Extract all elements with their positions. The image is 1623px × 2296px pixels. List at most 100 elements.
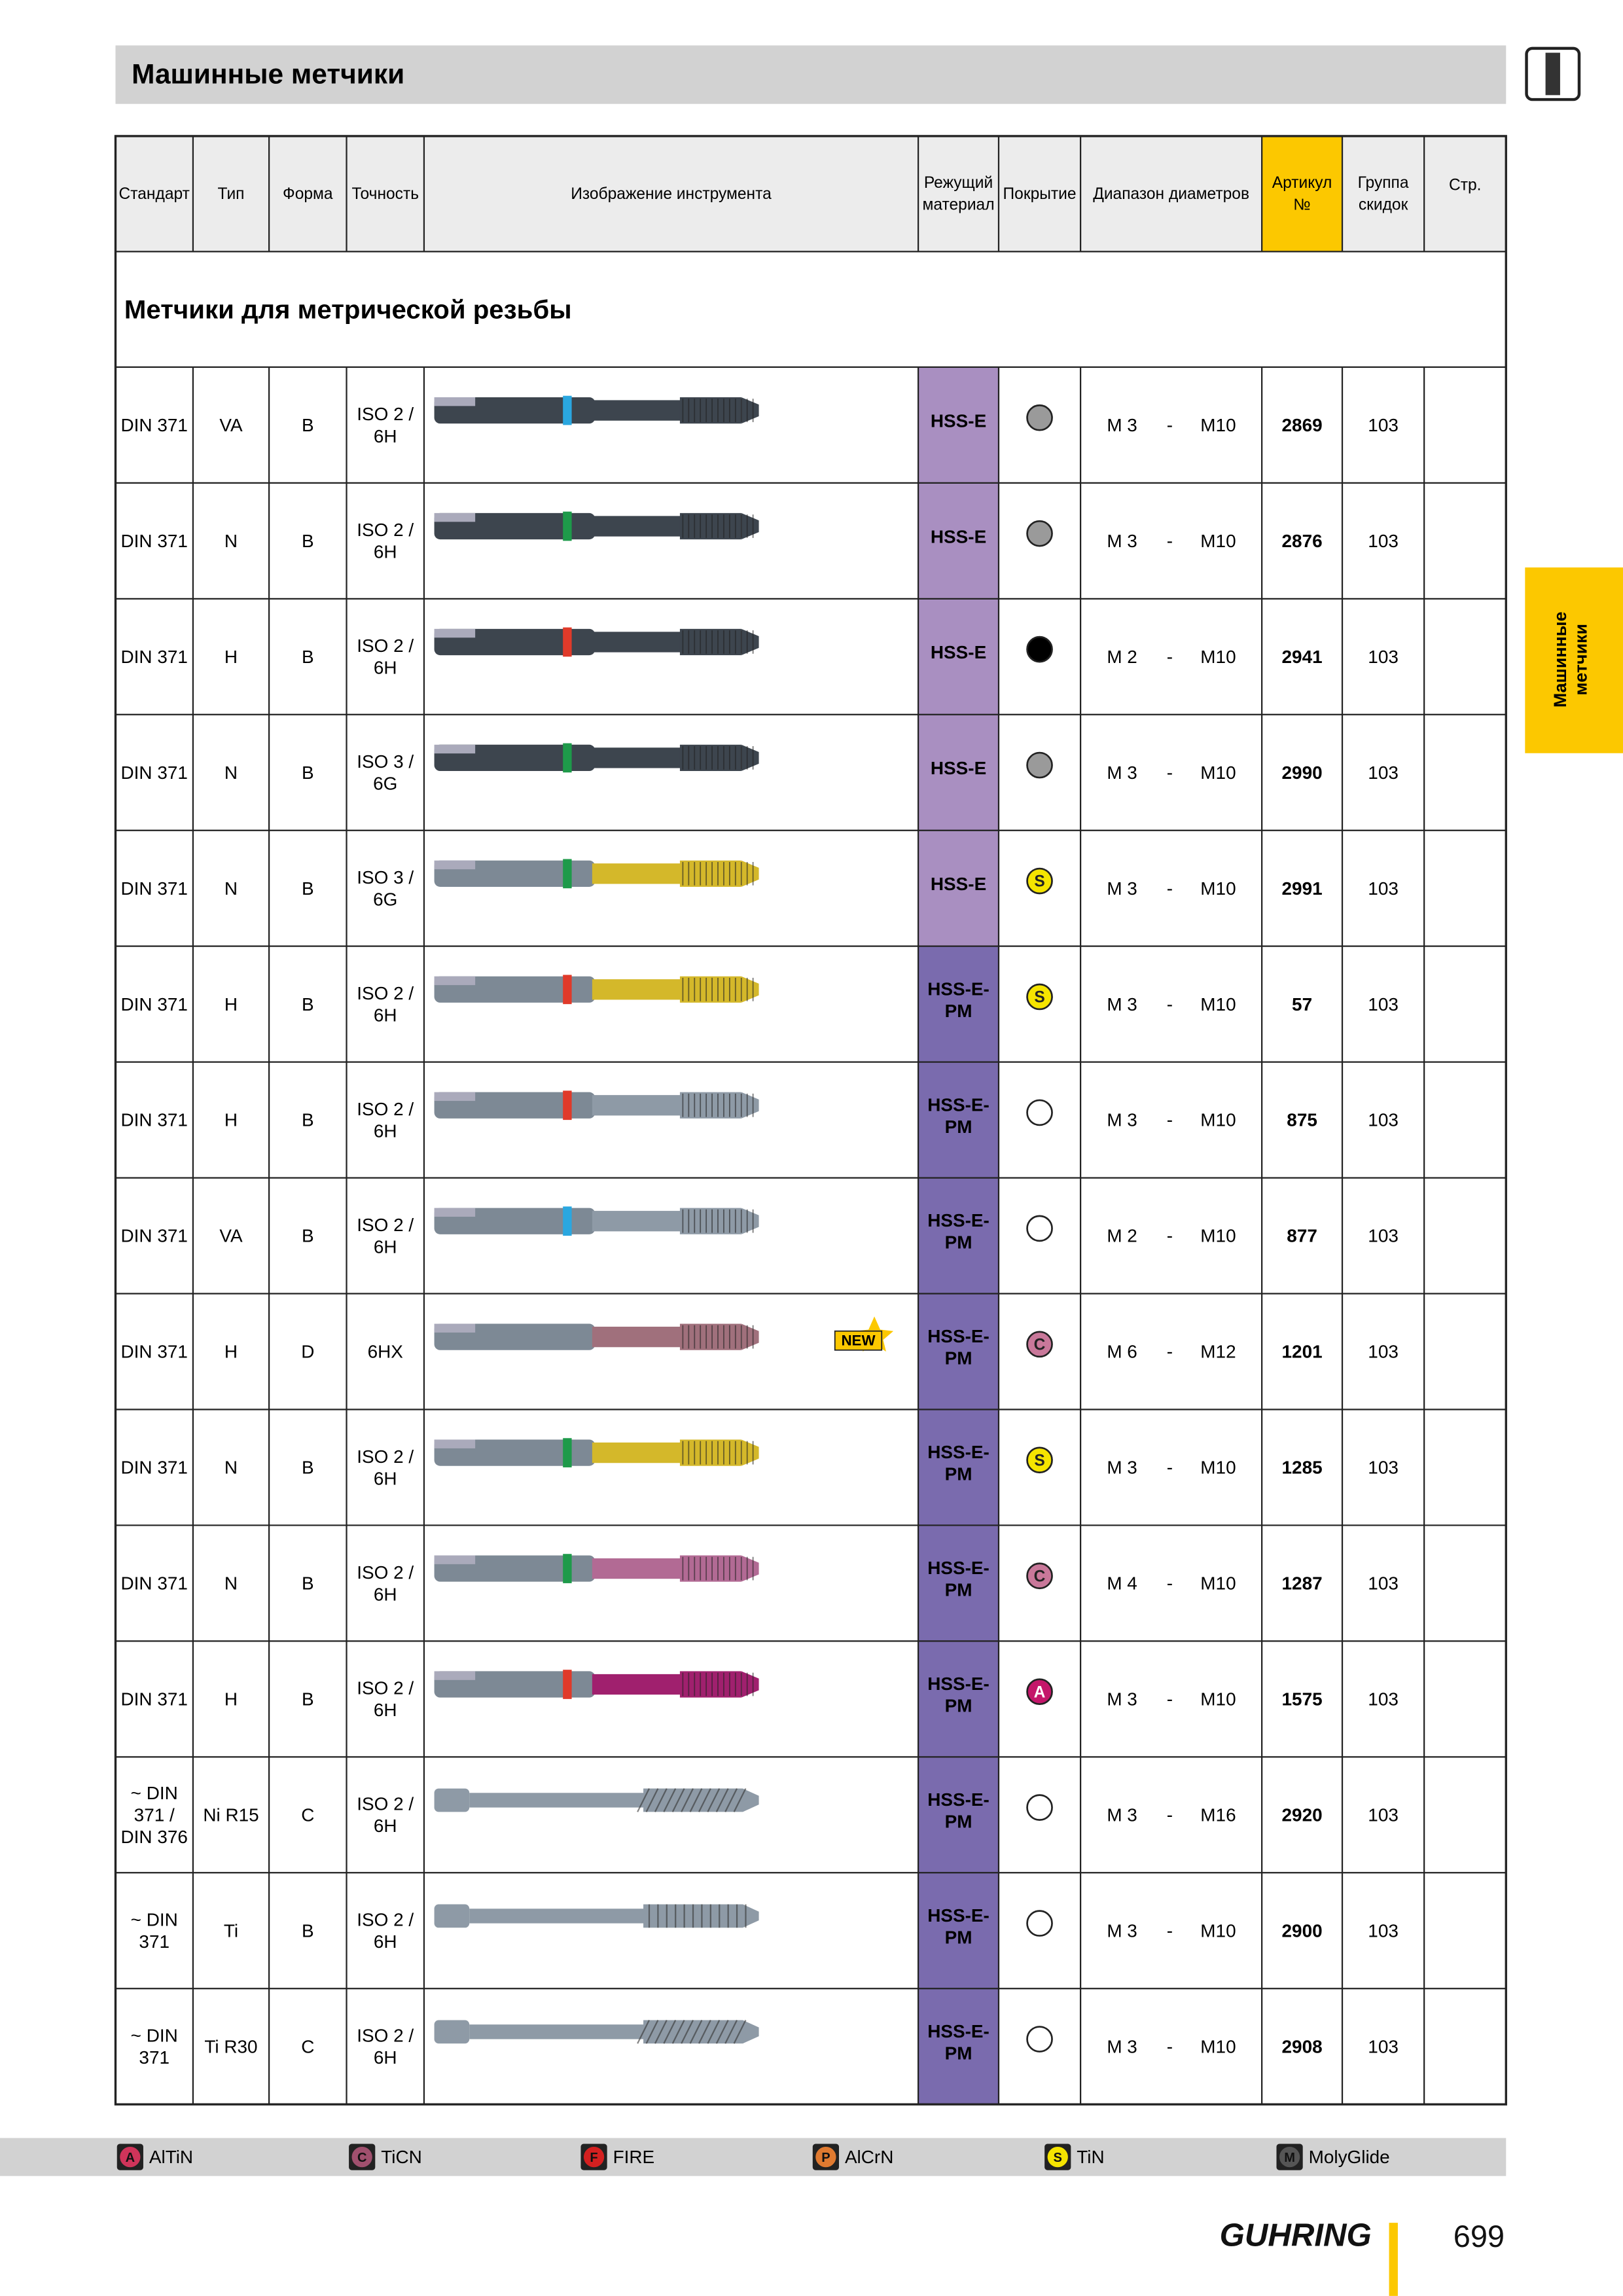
range-to: M10	[1200, 1226, 1236, 1246]
standard: DIN 371	[121, 1458, 188, 1478]
material-cell	[918, 1409, 999, 1526]
legend-icon	[120, 2146, 141, 2168]
tool-image	[434, 1788, 759, 1812]
tool-tip	[741, 860, 759, 887]
tool-thread	[679, 1208, 741, 1234]
tool-shank-flat	[434, 860, 476, 870]
tool-neck	[592, 516, 683, 537]
tool-image	[434, 743, 759, 773]
tool-neck	[592, 1327, 683, 1348]
material-cell	[918, 1757, 999, 1873]
standard: DIN 371	[121, 762, 188, 783]
tool-image	[434, 395, 759, 425]
standard: DIN 376	[121, 1827, 188, 1847]
coating-letter: S	[1034, 873, 1044, 891]
tool-image	[434, 1323, 759, 1350]
header-bg	[115, 135, 1262, 252]
material-cell	[918, 482, 999, 599]
tool-image	[434, 1090, 759, 1121]
range-separator: -	[1167, 1110, 1173, 1130]
flute-line	[671, 1788, 685, 1812]
tool-neck	[592, 1442, 683, 1463]
discount-group: 103	[1368, 1226, 1399, 1246]
range-from: M 3	[1107, 531, 1137, 551]
range-from: M 6	[1107, 1342, 1137, 1362]
flute-line	[681, 1788, 694, 1812]
coating-symbol	[1026, 751, 1053, 779]
range-to: M10	[1200, 1458, 1236, 1478]
column-header: Тип	[218, 185, 245, 203]
column-header: Покрытие	[1003, 185, 1077, 203]
badge: NEW	[841, 1332, 876, 1348]
range-from: M 3	[1107, 1804, 1137, 1825]
tool-shank	[434, 1788, 470, 1812]
material: HSS-E-	[927, 1905, 990, 1926]
type: N	[224, 1573, 238, 1594]
material-cell	[918, 830, 999, 946]
coating-symbol	[1026, 1215, 1053, 1242]
accuracy: 6H	[374, 2047, 397, 2068]
flute-line	[715, 1788, 729, 1812]
type: N	[224, 1458, 238, 1478]
tool-neck	[592, 1211, 683, 1232]
coating-letter: A	[1034, 1683, 1046, 1701]
tool-shank-flat	[434, 1671, 476, 1680]
material: PM	[945, 2043, 972, 2063]
range-separator: -	[1167, 878, 1173, 899]
material: HSS-E-	[927, 2021, 990, 2041]
type: N	[224, 531, 238, 551]
column-header: Стандарт	[119, 185, 190, 203]
tool-band	[563, 859, 572, 889]
material-cell	[918, 598, 999, 715]
legend-symbol: A	[126, 2151, 135, 2165]
tool-thread	[679, 1439, 741, 1466]
tool-tip	[741, 976, 759, 1003]
material: HSS-E-	[927, 1674, 990, 1694]
flute-line	[637, 1788, 650, 1812]
material-cell	[918, 714, 999, 831]
tool-shank-flat	[434, 1555, 476, 1564]
tool-tip	[741, 628, 759, 656]
flute-line	[715, 2019, 729, 2044]
form: B	[302, 1920, 314, 1941]
type: H	[224, 1689, 238, 1709]
coating-letter: S	[1034, 1452, 1044, 1470]
accuracy: ISO 2 /	[357, 2026, 414, 2046]
tool-thread	[679, 744, 741, 772]
tool-image	[434, 1904, 759, 1928]
coating-symbol	[1026, 983, 1053, 1011]
discount-group: 103	[1368, 1804, 1399, 1825]
range-separator: -	[1167, 1226, 1173, 1246]
form: B	[302, 647, 314, 667]
range-separator: -	[1167, 1920, 1173, 1941]
coating-symbol	[1026, 1910, 1053, 1937]
legend-icon	[351, 2146, 372, 2168]
accuracy: ISO 2 /	[357, 520, 414, 540]
type: N	[224, 762, 238, 783]
tool-shank-flat	[434, 976, 476, 986]
discount-group: 103	[1368, 1110, 1399, 1130]
column-header: Стр.	[1449, 176, 1481, 194]
coating-symbol	[1026, 1794, 1053, 1821]
article: 875	[1287, 1110, 1317, 1130]
range-from: M 3	[1107, 1920, 1137, 1941]
discount-group: 103	[1368, 415, 1399, 435]
tool-neck	[469, 1793, 645, 1808]
tool-neck	[592, 747, 683, 768]
material: HSS-E-	[927, 1558, 990, 1578]
flute-line	[663, 1788, 677, 1812]
accuracy: ISO 2 /	[357, 1562, 414, 1583]
range-from: M 3	[1107, 762, 1137, 783]
range-separator: -	[1167, 647, 1173, 667]
tool-band	[563, 743, 572, 773]
range-to: M10	[1200, 1920, 1236, 1941]
discount-group: 103	[1368, 994, 1399, 1014]
material: HSS-E-	[927, 1789, 990, 1810]
material: HSS-E-	[927, 1094, 990, 1115]
material: HSS-E-	[927, 1326, 990, 1346]
tool-shank-flat	[434, 1208, 476, 1217]
range-separator: -	[1167, 1573, 1173, 1594]
accuracy: ISO 3 /	[357, 867, 414, 888]
column-header: Группа	[1358, 174, 1409, 192]
column-header: Точность	[351, 185, 419, 203]
